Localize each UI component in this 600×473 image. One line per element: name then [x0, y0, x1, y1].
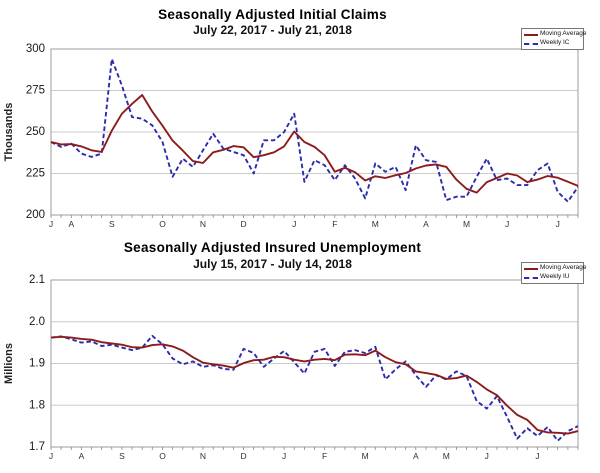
- x-month-label: F: [332, 219, 337, 229]
- x-month-label: S: [119, 451, 125, 461]
- x-month-label: N: [200, 219, 206, 229]
- y-tick-label: 1.7: [29, 441, 45, 453]
- x-month-label: M: [372, 219, 379, 229]
- initial-claims-plot: 200 225 250 275 300 J A S O N D J F M A M J J Thousands: [3, 43, 579, 229]
- x-month-label: J: [49, 451, 53, 461]
- x-month-label: A: [68, 219, 74, 229]
- y-tick-label: 200: [26, 209, 45, 221]
- x-month-label: J: [485, 451, 489, 461]
- x-month-label: A: [79, 451, 85, 461]
- x-month-label: S: [109, 219, 115, 229]
- y-tick-label: 300: [26, 43, 45, 55]
- moving-average-line: [50, 94, 579, 194]
- legend-label: Moving Average: [540, 30, 587, 38]
- x-month-label: M: [362, 451, 369, 461]
- y-axis-title: Thousands: [3, 103, 15, 162]
- y-tick-label: 275: [26, 85, 45, 97]
- legend-entry: Moving Average: [524, 264, 587, 273]
- x-month-label: M: [463, 219, 470, 229]
- legend-label: Weekly IC: [540, 39, 570, 47]
- y-tick-label: 2.1: [29, 274, 45, 286]
- insured-unemployment-plot: 1.7 1.8 1.9 2.0 2.1 J A S O N D J F M A M J J Millions: [3, 274, 579, 461]
- insured-unemployment-title: Seasonally Adjusted Insured Unemployment: [123, 240, 422, 255]
- y-tick-label: 1.8: [29, 399, 45, 411]
- x-month-label: D: [241, 451, 247, 461]
- legend-entry: Weekly IC: [524, 39, 581, 48]
- x-month-label: M: [443, 451, 450, 461]
- x-month-label: O: [159, 219, 166, 229]
- weekly-iu-line: [50, 334, 579, 442]
- x-month-label: J: [49, 219, 53, 229]
- dashed-line-sample: [524, 276, 538, 279]
- x-month-label: J: [505, 219, 509, 229]
- x-month-label: J: [292, 219, 296, 229]
- solid-line-sample: [524, 267, 538, 270]
- initial-claims-legend: Moving Average Weekly IC: [521, 28, 587, 50]
- dashed-line-sample: [524, 42, 538, 45]
- legend-entry: Weekly IU: [524, 273, 581, 282]
- x-month-label: A: [423, 219, 429, 229]
- legend-entry: Moving Average: [524, 30, 587, 39]
- moving-average-line: [50, 335, 579, 435]
- y-tick-label: 2.0: [29, 316, 45, 328]
- insured-unemployment-legend: Moving Average Weekly IU: [521, 262, 587, 284]
- x-month-label: O: [159, 451, 166, 461]
- initial-claims-subtitle: July 22, 2017 - July 21, 2018: [193, 23, 352, 37]
- y-tick-label: 250: [26, 126, 45, 138]
- y-axis-title: Millions: [3, 343, 15, 384]
- x-month-label: D: [241, 219, 247, 229]
- x-month-label: J: [282, 451, 286, 461]
- x-month-label: F: [322, 451, 327, 461]
- solid-line-sample: [524, 33, 538, 36]
- insured-unemployment-subtitle: July 15, 2017 - July 14, 2018: [193, 257, 352, 271]
- weekly-ic-line: [50, 58, 579, 203]
- initial-claims-title: Seasonally Adjusted Initial Claims: [158, 7, 387, 22]
- x-month-label: A: [413, 451, 419, 461]
- x-month-label: J: [535, 451, 539, 461]
- y-tick-label: 225: [26, 168, 45, 180]
- legend-label: Weekly IU: [540, 273, 570, 281]
- y-tick-label: 1.9: [29, 358, 45, 370]
- x-month-label: N: [200, 451, 206, 461]
- x-month-label: J: [556, 219, 560, 229]
- legend-label: Moving Average: [540, 264, 587, 272]
